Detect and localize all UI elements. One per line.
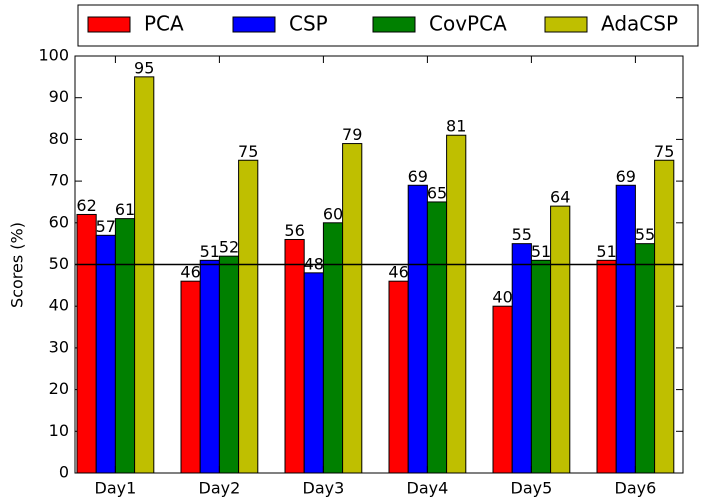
bar [654,159,675,474]
legend-label: PCA [144,12,184,36]
y-tick-label: 20 [49,379,69,398]
bar [114,218,136,474]
bar [550,205,571,474]
bar [342,143,363,474]
value-label: 64 [550,188,570,207]
value-label: 95 [134,58,154,77]
value-label: 51 [531,242,551,261]
value-label: 69 [408,167,428,186]
bar [238,159,259,474]
value-label: 62 [76,196,96,215]
value-label: 75 [238,142,258,161]
bar [492,305,513,474]
y-tick-label: 0 [59,463,69,482]
bar [530,259,552,474]
value-label: 57 [96,217,116,236]
value-label: 81 [446,117,466,136]
value-label: 51 [200,242,220,261]
y-tick-label: 100 [38,46,69,65]
x-tick-label: Day1 [95,479,137,498]
value-label: 65 [427,183,447,202]
y-tick-label: 80 [49,129,69,148]
bar [180,280,201,474]
value-label: 56 [284,221,304,240]
bar [426,201,448,474]
legend-label: CSP [289,12,328,36]
y-axis-label: Scores (%) [8,222,27,308]
value-label: 40 [492,288,512,307]
x-tick-label: Day4 [407,479,449,498]
bar [596,259,617,474]
legend-label: AdaCSP [601,12,678,36]
bar [134,76,155,474]
bar [218,255,240,474]
value-label: 69 [616,167,636,186]
y-tick-label: 30 [49,337,69,356]
plot-frame [74,55,684,474]
legend-swatch [544,16,588,33]
bar [446,134,467,474]
value-label: 61 [115,200,135,219]
x-tick-label: Day5 [511,479,553,498]
x-tick-label: Day2 [199,479,241,498]
value-label: 55 [512,225,532,244]
legend-swatch [372,16,416,33]
y-tick-label: 90 [49,87,69,106]
bar [95,234,116,474]
legend-swatch [87,16,131,33]
y-tick-label: 60 [49,212,69,231]
y-tick-label: 40 [49,296,69,315]
bar [76,213,97,474]
value-label: 46 [180,263,200,282]
legend-label: CovPCA [429,12,507,36]
value-label: 79 [342,125,362,144]
bar [407,184,428,474]
bar [634,243,656,474]
bar [615,184,636,474]
value-label: 60 [323,204,343,223]
y-tick-label: 50 [49,254,69,273]
value-label: 52 [219,238,239,257]
bar [284,238,305,474]
value-label: 51 [596,242,616,261]
bar [199,259,220,474]
legend-swatch [232,16,276,33]
bar [388,280,409,474]
bar [322,222,344,474]
value-label: 55 [635,225,655,244]
bar [511,243,532,474]
x-tick-label: Day6 [615,479,657,498]
y-tick-label: 10 [49,421,69,440]
y-tick-label: 70 [49,171,69,190]
x-tick-label: Day3 [303,479,345,498]
value-label: 46 [388,263,408,282]
legend: PCA CSP CovPCA AdaCSP [77,4,699,47]
bar [303,272,324,474]
value-label: 75 [654,142,674,161]
